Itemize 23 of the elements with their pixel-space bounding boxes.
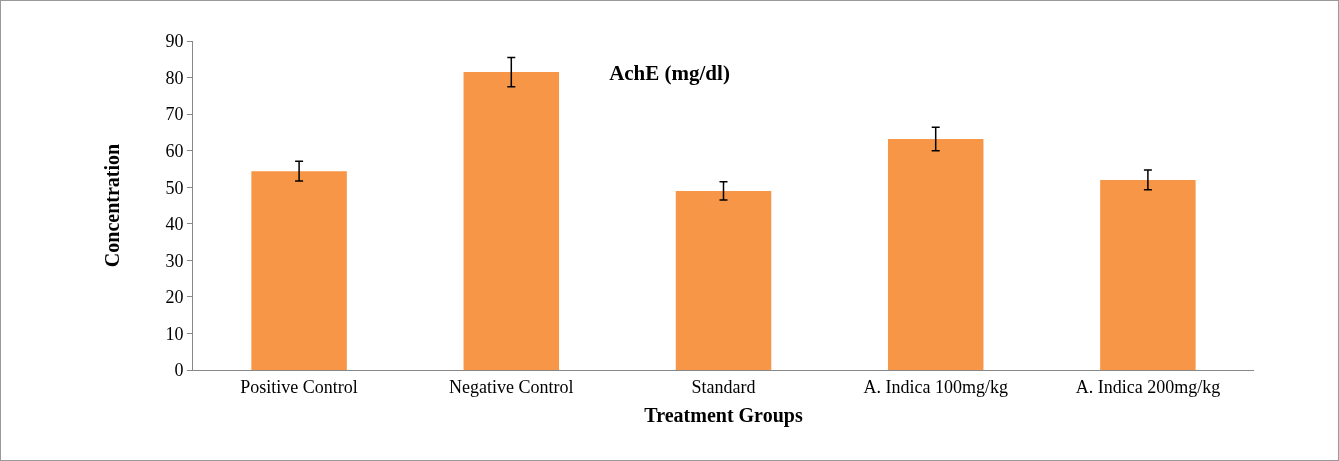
y-tick-label: 30 bbox=[165, 250, 184, 271]
y-tick-label: 60 bbox=[165, 140, 184, 161]
y-tick-label: 0 bbox=[174, 360, 184, 381]
bar bbox=[675, 190, 772, 370]
bar bbox=[887, 138, 984, 370]
bar bbox=[463, 72, 560, 370]
x-tick-label: Positive Control bbox=[240, 376, 358, 397]
y-tick-label: 70 bbox=[165, 104, 184, 125]
bar bbox=[251, 171, 347, 370]
x-tick-label: Standard bbox=[691, 376, 756, 397]
y-tick-label: 90 bbox=[165, 31, 184, 52]
x-tick-label: A. Indica 100mg/kg bbox=[863, 376, 1008, 397]
x-tick-label: A. Indica 200mg/kg bbox=[1075, 376, 1221, 397]
x-tick-label: Negative Control bbox=[449, 376, 574, 397]
y-tick-label: 40 bbox=[165, 214, 184, 235]
y-tick-label: 10 bbox=[165, 323, 184, 344]
y-tick-label: 50 bbox=[165, 177, 184, 198]
x-axis-title: Treatment Groups bbox=[644, 404, 803, 428]
y-axis-title: Concentration bbox=[100, 143, 123, 268]
y-tick-label: 20 bbox=[165, 287, 184, 308]
bar bbox=[1100, 179, 1196, 370]
y-tick-label: 80 bbox=[165, 67, 184, 88]
text: AchE (mg/dl) bbox=[609, 60, 730, 85]
